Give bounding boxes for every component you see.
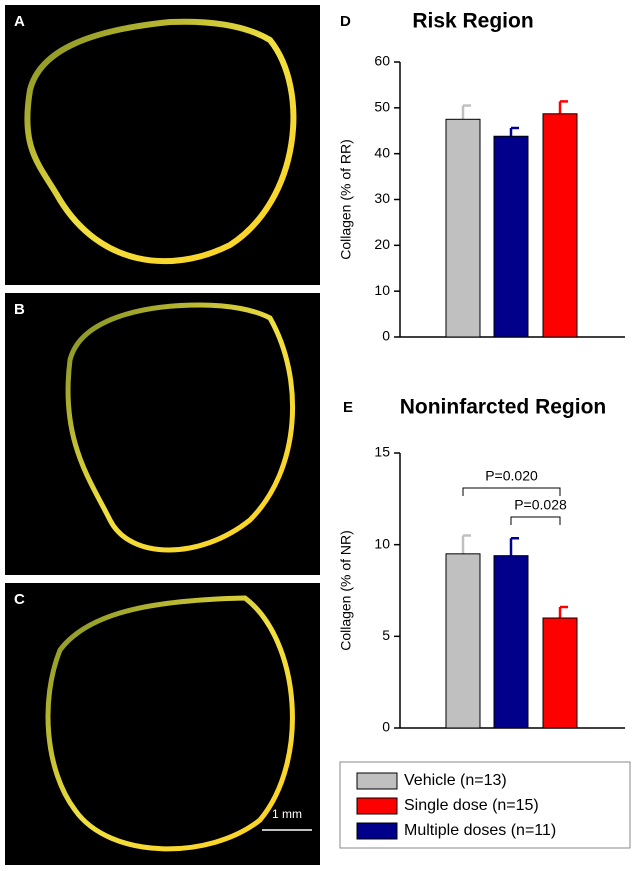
y-tick-label: 10 xyxy=(374,535,390,551)
p-value-annotation: P=0.028 xyxy=(514,497,567,513)
legend-swatch xyxy=(356,822,398,840)
panel-label: B xyxy=(14,301,25,318)
scale-bar-label: 1 mm xyxy=(272,807,302,821)
p-value-annotation: P=0.020 xyxy=(485,468,538,484)
legend-label: Single dose (n=15) xyxy=(404,797,539,814)
y-tick-label: 50 xyxy=(374,99,390,115)
y-tick-label: 15 xyxy=(374,444,390,460)
y-tick-label: 60 xyxy=(374,53,390,69)
legend-swatch xyxy=(356,772,398,790)
y-axis-label: Collagen (% of RR) xyxy=(338,139,354,260)
legend-label: Multiple doses (n=11) xyxy=(404,822,556,839)
legend-swatch xyxy=(356,797,398,815)
micrograph-a: A xyxy=(5,5,320,285)
bar xyxy=(542,113,578,338)
y-tick-label: 30 xyxy=(374,190,390,206)
panel-label: C xyxy=(14,591,25,608)
panel-label: A xyxy=(14,13,25,30)
bar xyxy=(542,617,578,729)
bar xyxy=(493,555,529,729)
chart-title: Noninfarcted Region xyxy=(400,396,607,419)
panel-label: E xyxy=(343,399,353,416)
y-tick-label: 0 xyxy=(382,719,390,735)
micrograph-b: B xyxy=(5,293,320,575)
panel-label: D xyxy=(340,13,351,30)
y-tick-label: 10 xyxy=(374,282,390,298)
y-tick-label: 0 xyxy=(382,328,390,344)
legend-label: Vehicle (n=13) xyxy=(404,772,507,789)
bar xyxy=(445,553,481,729)
y-tick-label: 20 xyxy=(374,236,390,252)
y-tick-label: 5 xyxy=(382,627,390,643)
y-axis-label: Collagen (% of NR) xyxy=(338,530,354,651)
y-tick-label: 40 xyxy=(374,144,390,160)
micrograph-c: 1 mm C xyxy=(5,583,320,865)
significance-bracket xyxy=(462,487,561,496)
bar xyxy=(445,118,481,338)
bar xyxy=(493,135,529,338)
significance-bracket xyxy=(510,516,561,525)
chart-title: Risk Region xyxy=(412,10,533,33)
